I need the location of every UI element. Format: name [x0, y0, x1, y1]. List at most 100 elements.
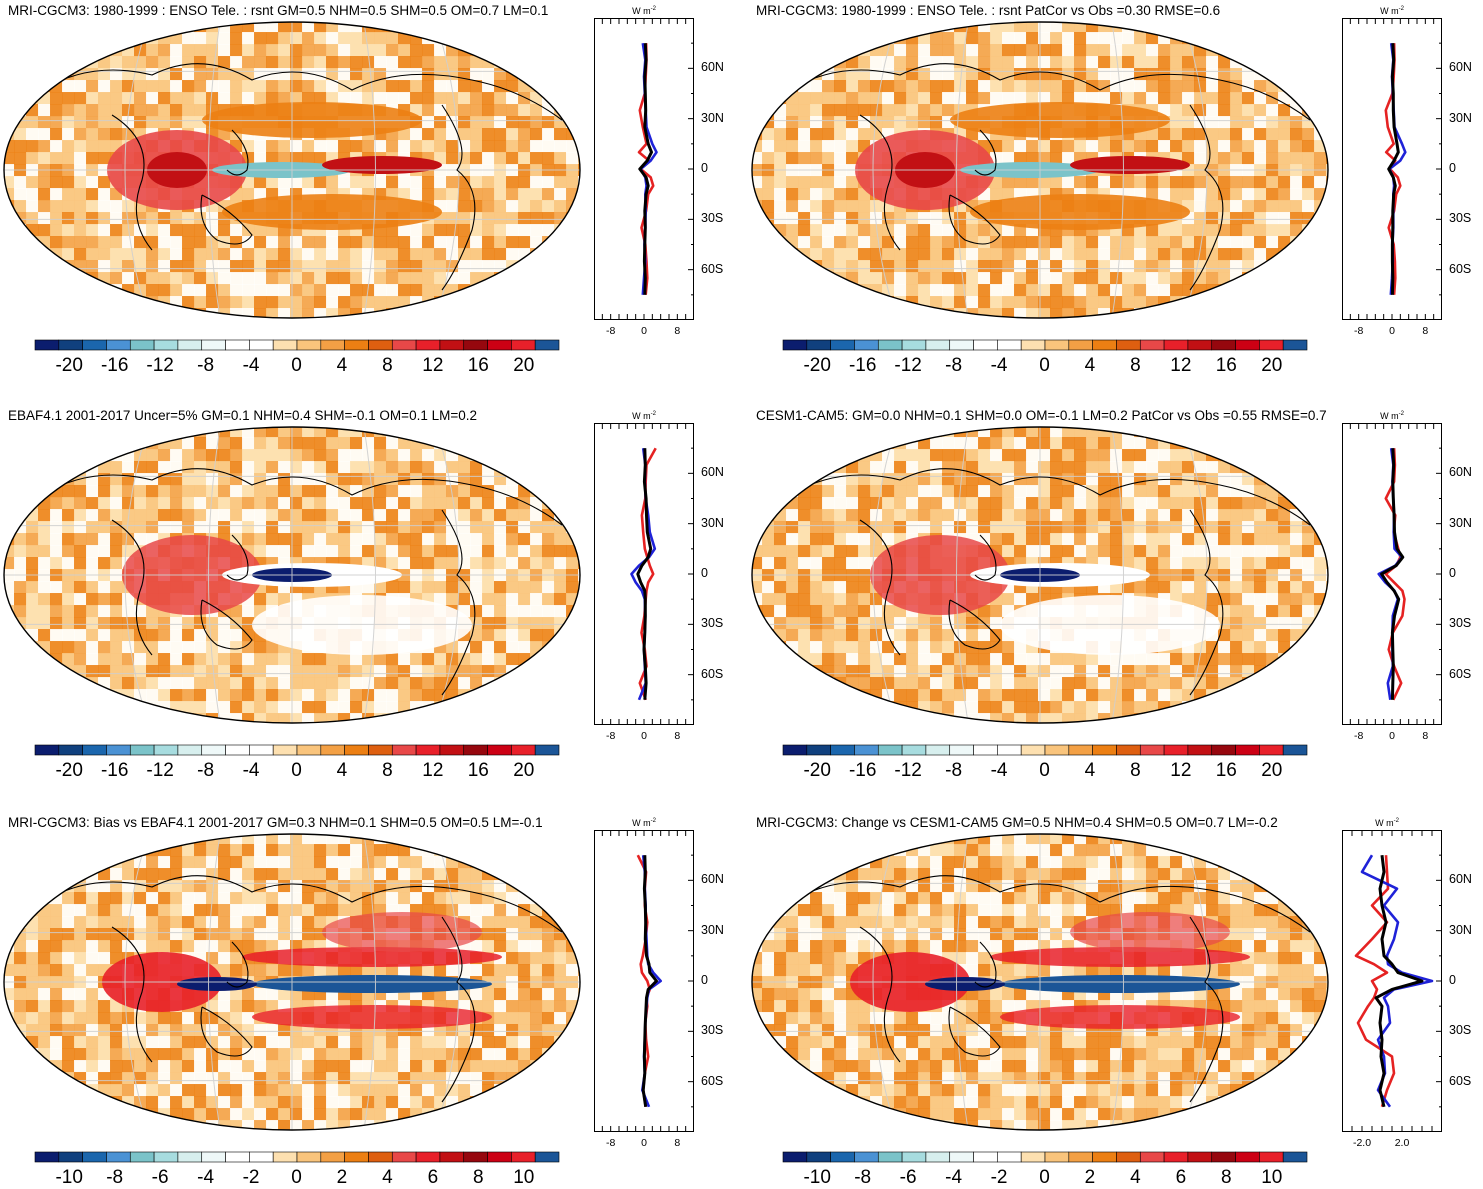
colorbar-box	[321, 1152, 345, 1162]
colorbar-tick-label: 2	[1085, 1167, 1096, 1189]
colorbar-box	[974, 745, 998, 755]
colorbar-box	[226, 1152, 250, 1162]
colorbar-box	[1212, 1152, 1236, 1162]
colorbar-box	[1093, 745, 1117, 755]
colorbar-box	[1164, 340, 1188, 350]
colorbar-box	[1283, 745, 1307, 755]
colorbar-tick-label: -4	[991, 355, 1008, 377]
colorbar-tick-label: -12	[146, 760, 173, 782]
colorbar-box	[950, 340, 974, 350]
colorbar-tick-label: 20	[1261, 760, 1282, 782]
colorbar-box	[488, 1152, 512, 1162]
unit-text: W m	[1380, 6, 1399, 16]
colorbar-tick-label: -8	[106, 1167, 123, 1189]
unit-exponent: -2	[1399, 6, 1404, 12]
colorbar-box	[368, 745, 392, 755]
profile-ytick-label: 60S	[1449, 262, 1471, 276]
profile-xtick-label: 0	[641, 325, 647, 337]
colorbar-box	[1021, 340, 1045, 350]
colorbar-box	[392, 340, 416, 350]
colorbar-box	[130, 340, 154, 350]
colorbar-box	[974, 340, 998, 350]
colorbar-box	[249, 745, 273, 755]
colorbar-box	[368, 1152, 392, 1162]
profile-ytick-label: 60N	[1449, 60, 1472, 74]
profile-ytick-label: 60N	[701, 465, 724, 479]
colorbar-tick-label: 4	[337, 355, 348, 377]
colorbar-box	[273, 1152, 297, 1162]
colorbar-tick-label: -8	[197, 760, 214, 782]
profile-ytick-label: 30N	[701, 111, 724, 125]
colorbar-box	[35, 1152, 59, 1162]
chart-title: EBAF4.1 2001-2017 Uncer=5% GM=0.1 NHM=0.…	[8, 408, 477, 423]
colorbar-box	[440, 340, 464, 350]
profile-xtick-label: 8	[1422, 730, 1428, 742]
colorbar-box	[59, 1152, 83, 1162]
colorbar-box	[392, 1152, 416, 1162]
colorbar-box	[854, 1152, 878, 1162]
profile-plot	[594, 18, 694, 320]
profile-ytick-label: 60N	[1449, 465, 1472, 479]
colorbar-tick-label: -4	[991, 760, 1008, 782]
colorbar-box	[226, 340, 250, 350]
profile-xtick-label: 0	[1389, 730, 1395, 742]
profile-unit-label: W m-2	[632, 6, 656, 16]
colorbar-tick-label: 20	[513, 760, 534, 782]
colorbar-tick-label: 16	[1216, 355, 1237, 377]
colorbar-box	[902, 1152, 926, 1162]
colorbar-tick-label: 8	[1130, 355, 1141, 377]
colorbar-box	[1236, 1152, 1260, 1162]
colorbar-tick-label: 12	[1170, 355, 1191, 377]
unit-exponent: -2	[651, 818, 656, 824]
colorbar-tick-label: 20	[1261, 355, 1282, 377]
profile-series-line	[1386, 448, 1405, 700]
unit-exponent: -2	[1399, 411, 1404, 417]
profile-ytick-label: 60S	[701, 1074, 723, 1088]
colorbar-tick-label: -8	[945, 760, 962, 782]
colorbar-box	[154, 340, 178, 350]
colorbar-box	[950, 745, 974, 755]
colorbar-box	[464, 745, 488, 755]
profile-xtick-label: -8	[1354, 325, 1363, 337]
colorbar-box	[488, 745, 512, 755]
colorbar-box	[902, 745, 926, 755]
colorbar-tick-label: 16	[468, 760, 489, 782]
colorbar-box	[1283, 340, 1307, 350]
colorbar-tick-label: 8	[473, 1167, 484, 1189]
colorbar-box	[1212, 340, 1236, 350]
profile-ytick-label: 0	[701, 161, 708, 175]
colorbar-box	[807, 1152, 831, 1162]
profile-ytick-label: 30S	[1449, 1023, 1471, 1037]
colorbar-tick-label: -10	[803, 1167, 830, 1189]
colorbar-box	[831, 340, 855, 350]
profile-unit-label: W m-2	[632, 818, 656, 828]
map-field	[2, 832, 588, 1142]
profile-xtick-label: -8	[606, 730, 615, 742]
colorbar-box	[297, 1152, 321, 1162]
colorbar-box	[535, 745, 559, 755]
profile-xtick-label: 8	[674, 730, 680, 742]
profile-ytick-label: 30S	[1449, 211, 1471, 225]
profile-series-line	[640, 43, 652, 295]
colorbar-tick-label: -2	[243, 1167, 260, 1189]
colorbar-box	[83, 1152, 107, 1162]
colorbar-box	[535, 340, 559, 350]
colorbar-tick-label: -20	[803, 760, 830, 782]
colorbar	[783, 1152, 1309, 1164]
colorbar-box	[1045, 1152, 1069, 1162]
colorbar-box	[1093, 340, 1117, 350]
colorbar-box	[926, 745, 950, 755]
profile-unit-label: W m-2	[1380, 411, 1404, 421]
colorbar-tick-label: -20	[55, 355, 82, 377]
profile-xtick-label: 0	[641, 1137, 647, 1149]
map-field	[2, 20, 588, 330]
chart-title: MRI-CGCM3: 1980-1999 : ENSO Tele. : rsnt…	[756, 3, 1220, 18]
profile-ytick-label: 30N	[1449, 923, 1472, 937]
colorbar-box	[807, 745, 831, 755]
colorbar-tick-label: 0	[1039, 1167, 1050, 1189]
colorbar-tick-label: -10	[55, 1167, 82, 1189]
colorbar-box	[1069, 745, 1093, 755]
profile-xtick-label: 8	[674, 1137, 680, 1149]
colorbar-box	[106, 745, 130, 755]
colorbar-box	[35, 340, 59, 350]
